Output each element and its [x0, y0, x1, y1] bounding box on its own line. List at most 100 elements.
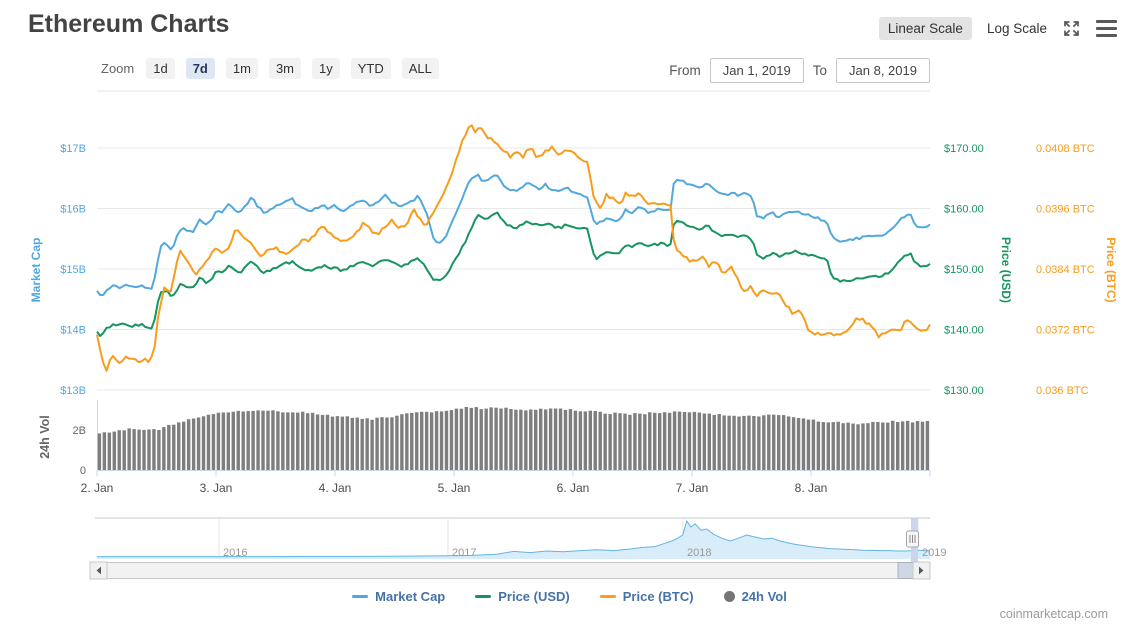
- volume-bar: [330, 416, 335, 470]
- zoom-button-1m[interactable]: 1m: [225, 58, 258, 79]
- legend-label: Price (BTC): [622, 589, 694, 604]
- volume-bar: [296, 412, 300, 470]
- linear-scale-button[interactable]: Linear Scale: [878, 17, 972, 40]
- to-date-input[interactable]: [836, 58, 930, 83]
- volume-bar: [662, 412, 667, 470]
- zoom-button-7d[interactable]: 7d: [185, 58, 215, 79]
- volume-bar: [538, 408, 543, 470]
- volume-bar: [449, 410, 454, 470]
- volume-bar: [672, 411, 677, 470]
- log-scale-button[interactable]: Log Scale: [986, 21, 1047, 36]
- volume-bar: [687, 412, 692, 470]
- volume-bar: [722, 415, 726, 470]
- volume-bar: [653, 412, 657, 470]
- volume-bar: [816, 421, 821, 470]
- price-btc-tick-label: 0.0408 BTC: [1036, 143, 1095, 155]
- volume-bar: [806, 419, 811, 470]
- volume-bar: [638, 413, 642, 470]
- legend-item-24h-vol[interactable]: 24h Vol: [723, 589, 787, 604]
- volume-bar: [514, 409, 518, 470]
- market-cap-tick-label: $16B: [60, 204, 86, 216]
- volume-bar: [524, 410, 528, 470]
- volume-bar: [206, 414, 211, 470]
- volume-bar: [201, 416, 206, 470]
- x-axis-day-label: 7. Jan: [676, 481, 709, 495]
- volume-bar: [286, 412, 290, 470]
- volume-bar: [380, 417, 384, 470]
- volume-bar: [747, 415, 751, 470]
- volume-bar: [375, 417, 379, 470]
- x-axis-day-label: 4. Jan: [319, 481, 352, 495]
- zoom-button-all[interactable]: ALL: [401, 58, 439, 79]
- left-arrow-icon: [96, 566, 101, 575]
- scrollbar-thumb[interactable]: [897, 562, 914, 579]
- volume-bar: [434, 411, 439, 470]
- volume-bar: [891, 420, 895, 470]
- right-arrow-icon: [919, 566, 924, 575]
- zoom-button-ytd[interactable]: YTD: [350, 58, 391, 79]
- price-btc-line-marker: [599, 595, 616, 598]
- volume-bar: [489, 407, 493, 470]
- volume-bar: [167, 424, 171, 470]
- price-usd-tick-label: $150.00: [944, 264, 984, 276]
- volume-bar: [459, 408, 464, 470]
- volume-bar: [598, 411, 602, 470]
- volume-bar: [196, 417, 201, 470]
- market-cap-line-marker: [352, 595, 369, 598]
- volume-bar: [499, 408, 503, 470]
- scrollbar-track[interactable]: [106, 562, 914, 579]
- volume-bar: [504, 407, 508, 470]
- volume-bar: [648, 412, 652, 470]
- page-title: Ethereum Charts: [28, 10, 230, 38]
- chart-menu-icon[interactable]: [1096, 19, 1117, 39]
- volume-bar: [365, 418, 369, 470]
- from-label: From: [669, 63, 701, 78]
- price-btc-tick-label: 0.0372 BTC: [1036, 325, 1095, 337]
- volume-bar: [895, 422, 900, 470]
- volume-bar: [191, 418, 196, 470]
- volume-bar: [871, 421, 875, 470]
- legend-item-price-btc[interactable]: Price (BTC): [599, 589, 694, 604]
- volume-bar: [707, 413, 711, 470]
- volume-bar: [821, 422, 826, 470]
- volume-bar: [494, 407, 498, 470]
- volume-bar: [162, 427, 166, 470]
- volume-bar: [796, 418, 801, 470]
- legend-item-price-usd[interactable]: Price (USD): [475, 589, 570, 604]
- volume-bar: [419, 411, 424, 470]
- volume-bar: [772, 414, 776, 470]
- volume-bar: [360, 418, 364, 470]
- volume-bar: [801, 418, 806, 470]
- volume-bar: [608, 414, 612, 470]
- navigator-area[interactable]: [97, 521, 930, 559]
- volume-bar: [281, 412, 285, 470]
- volume-bar: [325, 414, 330, 470]
- volume-bar: [211, 414, 216, 470]
- volume-bar: [415, 412, 419, 470]
- volume-bar: [856, 424, 860, 470]
- volume-bar: [851, 423, 855, 470]
- volume-bar: [920, 421, 925, 470]
- volume-bar: [613, 412, 617, 470]
- volume-bar: [702, 413, 707, 470]
- zoom-button-3m[interactable]: 3m: [268, 58, 301, 79]
- volume-bar: [97, 433, 102, 470]
- price-usd-line: [96, 211, 931, 337]
- volume-bar: [910, 422, 915, 470]
- volume-bar: [177, 422, 181, 470]
- date-range-controls: From To: [669, 58, 930, 83]
- fullscreen-icon[interactable]: [1062, 19, 1081, 38]
- volume-bar: [558, 408, 563, 470]
- volume-bar: [925, 421, 930, 470]
- from-date-input[interactable]: [709, 58, 804, 83]
- volume-bar: [157, 430, 161, 470]
- price-usd-axis-title: Price (USD): [999, 237, 1013, 303]
- legend-item-market-cap[interactable]: Market Cap: [352, 589, 445, 604]
- volume-bar: [469, 407, 473, 470]
- volume-bar: [439, 411, 444, 470]
- zoom-button-1d[interactable]: 1d: [146, 58, 175, 79]
- zoom-button-1y[interactable]: 1y: [312, 58, 340, 79]
- volume-bar: [370, 419, 374, 470]
- volume-axis-title: 24h Vol: [38, 415, 52, 459]
